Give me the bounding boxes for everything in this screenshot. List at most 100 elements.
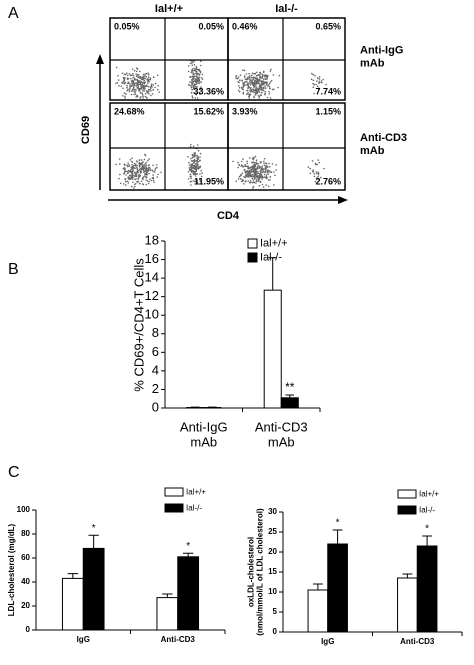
event-dot	[264, 74, 267, 76]
event-dot	[315, 177, 318, 179]
event-dot	[141, 159, 143, 161]
event-dot	[124, 164, 126, 166]
event-dot	[195, 165, 197, 168]
event-dot	[261, 165, 264, 167]
y-tick-label: 25	[268, 527, 277, 536]
event-dot	[254, 173, 257, 175]
event-dot	[319, 81, 321, 84]
event-dot	[264, 169, 267, 172]
event-dot	[190, 160, 193, 162]
event-dot	[143, 164, 146, 166]
y-axis-label: oxLDL-cholesterol(nmol/mmol/L of LDL cho…	[247, 508, 265, 636]
event-dot	[139, 76, 142, 78]
event-dot	[118, 177, 120, 180]
event-dot	[131, 160, 133, 163]
event-dot	[126, 77, 129, 79]
event-dot	[312, 82, 314, 85]
event-dot	[264, 75, 266, 78]
event-dot	[142, 95, 144, 98]
event-dot	[128, 174, 131, 177]
flow-plot	[115, 143, 203, 189]
event-dot	[196, 97, 199, 99]
event-dot	[142, 97, 144, 99]
event-dot	[136, 164, 139, 167]
event-dot	[257, 87, 259, 89]
event-dot	[193, 161, 195, 164]
event-dot	[260, 167, 263, 169]
event-dot	[240, 174, 242, 176]
event-dot	[268, 90, 270, 93]
event-dot	[125, 184, 127, 186]
event-dot	[263, 157, 266, 160]
event-dot	[152, 84, 155, 86]
event-dot	[136, 74, 139, 76]
event-dot	[260, 169, 262, 172]
event-dot	[141, 93, 144, 96]
event-dot	[151, 83, 153, 85]
error-bar	[182, 552, 194, 557]
legend-label: Ial-/-	[186, 504, 202, 513]
event-dot	[254, 162, 256, 164]
event-dot	[239, 177, 242, 180]
event-dot	[148, 76, 150, 78]
event-dot	[198, 82, 200, 85]
event-dot	[263, 171, 265, 173]
event-dot	[132, 73, 134, 75]
event-dot	[252, 79, 254, 81]
event-dot	[249, 78, 251, 81]
event-dot	[123, 183, 125, 185]
event-dot	[257, 82, 259, 85]
event-dot	[249, 90, 252, 93]
event-dot	[190, 177, 192, 180]
event-dot	[262, 82, 264, 85]
event-dot	[133, 69, 136, 72]
event-dot	[268, 162, 270, 165]
flow-plot	[232, 155, 325, 189]
event-dot	[255, 75, 258, 77]
event-dot	[135, 82, 137, 84]
event-dot	[246, 77, 249, 80]
event-dot	[238, 175, 241, 178]
event-dot	[242, 92, 245, 95]
event-dot	[145, 72, 148, 75]
event-dot	[146, 180, 149, 182]
event-dot	[193, 80, 196, 83]
event-dot	[142, 161, 144, 163]
event-dot	[250, 76, 253, 79]
event-dot	[314, 74, 316, 77]
event-dot	[237, 76, 240, 78]
event-dot	[147, 159, 149, 162]
event-dot	[261, 75, 264, 78]
event-dot	[245, 73, 248, 75]
event-dot	[255, 182, 257, 184]
event-dot	[317, 77, 319, 79]
event-dot	[134, 185, 136, 188]
y-tick-label: 0	[26, 625, 31, 634]
event-dot	[252, 158, 255, 161]
event-dot	[190, 167, 192, 170]
event-dot	[245, 165, 248, 168]
event-dot	[149, 88, 151, 91]
event-dot	[195, 83, 197, 86]
event-dot	[241, 87, 243, 90]
event-dot	[157, 88, 159, 91]
event-dot	[254, 90, 257, 92]
event-dot	[134, 167, 136, 170]
event-dot	[258, 87, 261, 89]
event-dot	[248, 78, 250, 80]
event-dot	[135, 163, 137, 165]
event-dot	[135, 70, 138, 73]
event-dot	[314, 162, 317, 165]
event-dot	[115, 163, 117, 166]
event-dot	[318, 80, 321, 83]
event-dot	[192, 170, 194, 172]
event-dot	[256, 177, 259, 179]
event-dot	[243, 175, 245, 178]
event-dot	[193, 77, 195, 79]
event-dot	[128, 164, 130, 166]
event-dot	[140, 96, 142, 98]
event-dot	[201, 78, 204, 80]
event-dot	[136, 80, 139, 83]
event-dot	[142, 77, 145, 79]
event-dot	[145, 76, 148, 78]
